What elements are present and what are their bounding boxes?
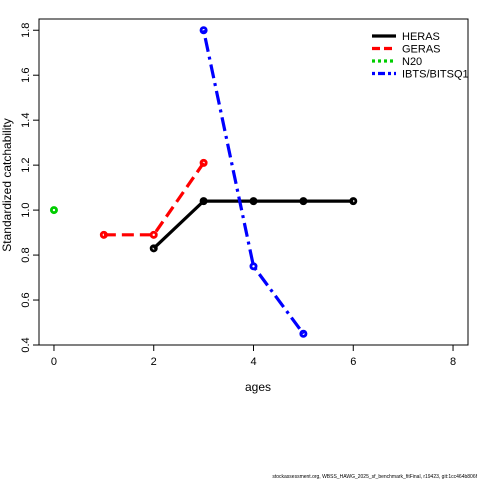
series-line	[103, 161, 205, 237]
x-tick-label: 4	[250, 356, 256, 368]
x-tick-label: 2	[151, 356, 157, 368]
y-tick-label: 1.0	[20, 202, 32, 217]
data-point	[199, 158, 208, 167]
x-tick-label: 0	[51, 356, 57, 368]
legend-label: N20	[402, 56, 422, 68]
y-tick-label: 0.6	[20, 292, 32, 307]
y-tick-label: 0.4	[20, 337, 32, 352]
data-point	[149, 244, 158, 253]
y-tick-label: 1.2	[20, 157, 32, 172]
data-point	[249, 262, 258, 271]
series-geras	[99, 158, 208, 239]
data-point	[249, 197, 258, 206]
axes: 0 2 4 6 8 0.4 0.6 0.8 1.0 1.2 1.4 1.6 1.8	[20, 23, 456, 368]
data-point	[349, 197, 358, 206]
y-tick-label: 1.8	[20, 23, 32, 38]
data-point	[299, 197, 308, 206]
x-tick-label: 6	[350, 356, 356, 368]
y-axis-title: Standardized catchability	[0, 118, 14, 251]
series-line	[152, 199, 354, 250]
footer-text: stockassessment.org, WBSS_HAWG_2025_sf_b…	[272, 474, 477, 480]
data-point	[199, 197, 208, 206]
data-point	[299, 329, 308, 338]
plot-frame	[38, 18, 469, 346]
y-tick-label: 1.6	[20, 68, 32, 83]
data-point	[149, 230, 158, 239]
data-point	[99, 230, 108, 239]
data-point	[199, 26, 208, 35]
x-tick-label: 8	[450, 356, 456, 368]
y-tick-label: 0.8	[20, 247, 32, 262]
series-heras	[149, 197, 358, 253]
series-ibts-bitsq1	[199, 26, 308, 338]
y-tick-label: 1.4	[20, 113, 32, 128]
data-point	[49, 206, 58, 215]
x-axis-title: ages	[245, 380, 271, 394]
legend-label: GERAS	[402, 44, 441, 56]
series-layer	[49, 26, 358, 338]
legend-label: HERAS	[402, 31, 440, 43]
series-n20	[49, 206, 58, 215]
legend-label: IBTS/BITSQ1	[402, 69, 469, 81]
series-line	[202, 29, 305, 335]
